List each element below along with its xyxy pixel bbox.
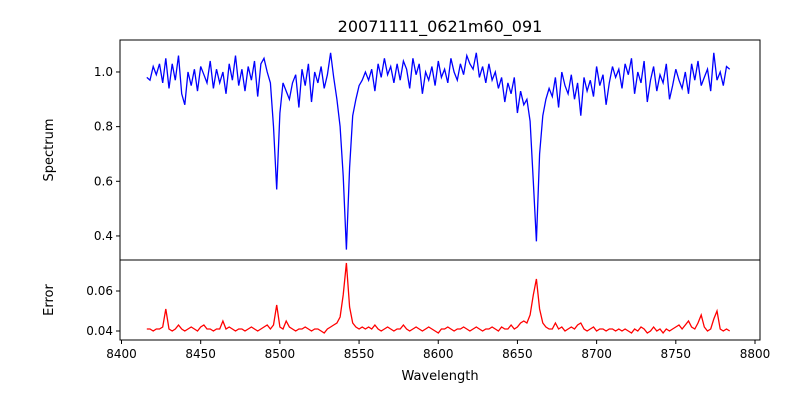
y-tick-label: 0.06 <box>86 284 113 298</box>
x-axis-label: Wavelength <box>401 369 478 384</box>
x-tick-label: 8750 <box>661 347 692 361</box>
y-axis-label-spectrum: Spectrum <box>42 119 57 182</box>
x-tick-label: 8550 <box>344 347 375 361</box>
y-tick-label: 0.4 <box>94 229 113 243</box>
x-tick-label: 8650 <box>502 347 533 361</box>
spectrum-panel: 0.4 0.6 0.8 1.0 <box>94 39 761 261</box>
series-line-spectrum <box>146 52 731 250</box>
y-axis-label-error: Error <box>42 284 57 316</box>
x-tick-label: 8700 <box>581 347 612 361</box>
x-tick-label: 8600 <box>423 347 454 361</box>
error-panel: 0.04 0.06 8400 8450 8500 8550 8600 8650 8700 8750… <box>86 259 771 361</box>
x-tick-label: 8400 <box>106 347 137 361</box>
y-tick-label: 0.04 <box>86 324 113 338</box>
x-tick-label: 8800 <box>740 347 771 361</box>
axes-frame <box>119 259 761 341</box>
y-tick-label: 0.8 <box>94 120 113 134</box>
x-tick-label: 8500 <box>265 347 296 361</box>
series-line-error <box>146 262 731 335</box>
y-tick-label: 1.0 <box>94 65 113 79</box>
x-tick-label: 8450 <box>185 347 216 361</box>
y-tick-label: 0.6 <box>94 174 113 188</box>
chart-title: 20071111_0621m60_091 <box>338 17 543 37</box>
